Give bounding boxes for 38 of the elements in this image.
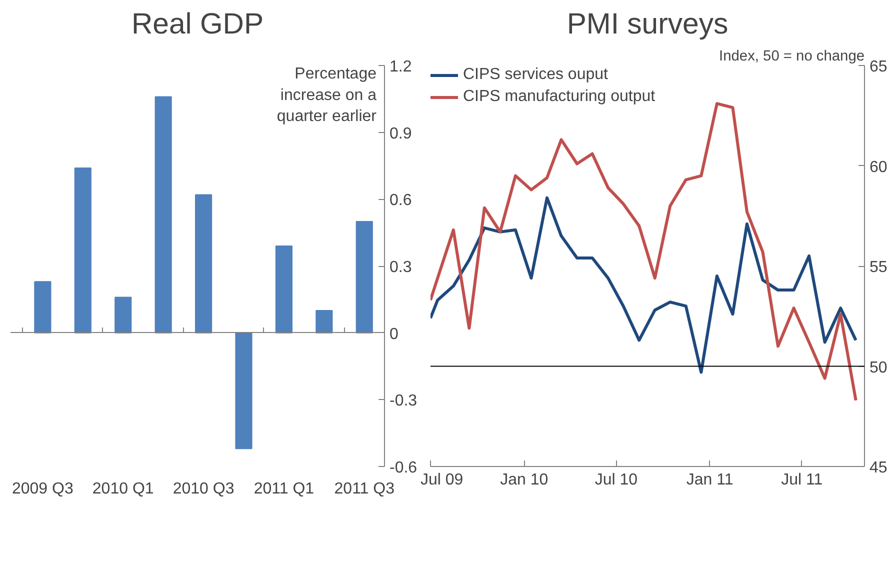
x-tick-label: 2011 Q1: [254, 480, 314, 498]
bar: [114, 296, 132, 334]
chart-title: PMI surveys: [566, 8, 728, 40]
bar: [316, 310, 333, 334]
y-tick-label: 0: [390, 326, 398, 343]
x-tick-label: 2009 Q3: [12, 480, 74, 498]
bar: [235, 332, 252, 450]
chart-title: Real GDP: [131, 8, 264, 40]
x-tick-label: Jul 09: [420, 472, 464, 488]
y-tick-label: -0.3: [390, 392, 418, 410]
y-tick-label: 65: [870, 58, 888, 76]
bar: [154, 96, 172, 334]
y-tick-label: 50: [870, 359, 888, 376]
x-tick-label: 2011 Q3: [334, 480, 395, 498]
y-axis-title: Index, 50 = no change: [719, 48, 865, 64]
x-tick-label: 2010 Q1: [92, 480, 154, 498]
x-tick-label: Jul 11: [781, 472, 823, 488]
y-axis-title: Percentage increase on a quarter earlier: [276, 66, 378, 125]
bar: [356, 220, 373, 334]
y-tick-label: 60: [870, 158, 888, 176]
bar: [34, 281, 52, 334]
x-tick-label: Jul 10: [594, 472, 638, 488]
y-tick-label: 55: [870, 259, 888, 276]
legend-label: CIPS services ouput: [463, 66, 608, 84]
y-tick-label: 0.6: [390, 192, 412, 210]
y-tick-label: 1.2: [390, 58, 412, 76]
y-tick-label: 45: [870, 460, 888, 476]
y-tick-label: 0.9: [390, 125, 412, 142]
legend-label: CIPS manufacturing output: [463, 88, 656, 106]
x-tick-label: 2010 Q3: [172, 480, 234, 498]
line-series: [430, 196, 858, 374]
x-tick-label: Jan 10: [500, 472, 548, 488]
bar: [194, 194, 212, 334]
y-tick-label: -0.6: [390, 460, 418, 476]
y-tick-label: 0.3: [390, 259, 412, 276]
x-tick-label: Jan 11: [686, 472, 734, 488]
bar: [74, 167, 92, 334]
bar: [275, 245, 293, 334]
